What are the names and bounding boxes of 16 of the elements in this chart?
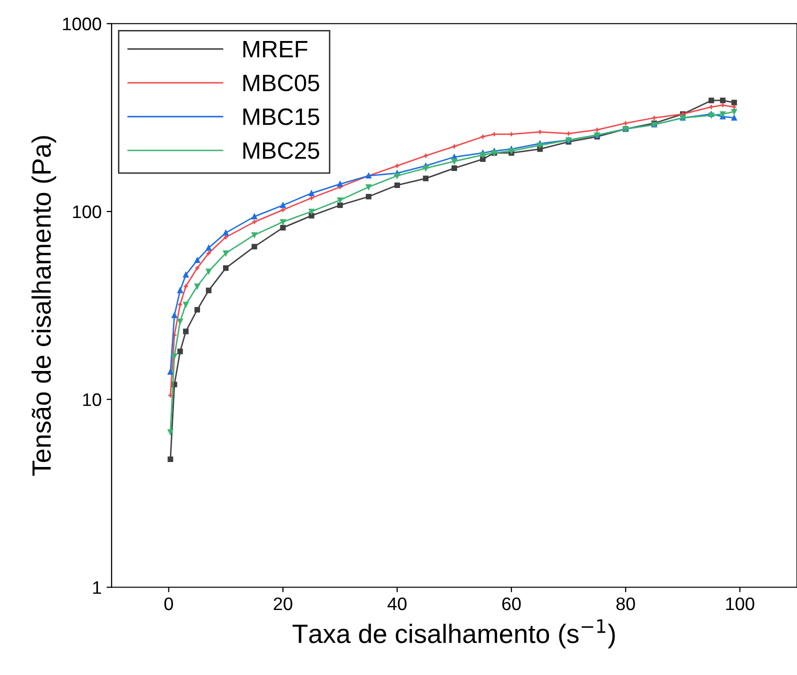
x-axis-title: Taxa de cisalhamento (s$^{−1}$) [292, 619, 615, 648]
x-tick-label: 80 [616, 597, 635, 610]
x-tick-label: 60 [502, 597, 521, 610]
legend-label: MREF [243, 41, 308, 58]
y-axis-title: Tensão de cisalhamento (Pa) [32, 136, 56, 476]
y-tick-label: 100 [73, 205, 102, 218]
legend-label: MBC25 [243, 142, 320, 159]
y-tick-label: 1 [93, 581, 101, 594]
x-tick-label: 0 [164, 597, 174, 610]
x-tick-label: 20 [274, 597, 292, 610]
legend-label: MBC05 [243, 74, 320, 92]
x-tick-label: 100 [726, 597, 754, 610]
x-tick-label: 40 [388, 597, 407, 610]
y-tick-label: 10 [83, 393, 102, 406]
legend-label: MBC15 [243, 108, 320, 126]
y-tick-label: 1000 [63, 18, 102, 30]
